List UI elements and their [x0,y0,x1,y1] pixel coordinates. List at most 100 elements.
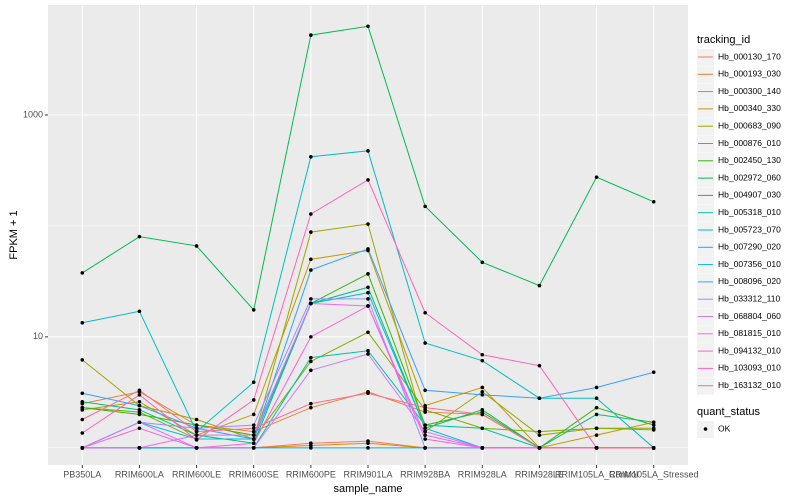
x-tick-label: RRIM600LE [172,469,221,479]
y-tick-label: 1000 [23,109,43,119]
data-point [651,370,656,375]
data-point [423,341,427,345]
data-point [366,441,370,446]
data-point [366,24,370,29]
x-tick-label: RRIM600LA [115,469,164,479]
data-point [594,175,599,179]
legend-label: Hb_103093_010 [718,363,781,373]
data-point [309,230,313,234]
x-tick-label: RRIM600PE [286,469,336,479]
x-tick-label: RRIM901LA [343,469,392,479]
data-point [423,405,427,410]
data-point [194,438,199,442]
data-point [594,446,599,450]
data-point [366,304,370,308]
data-point [423,310,427,315]
legend-label: Hb_000130_170 [718,51,781,61]
data-point [137,408,142,412]
legend-label: OK [718,423,731,433]
data-point [194,429,199,434]
data-point [80,271,85,275]
data-point [137,426,142,431]
data-point [137,393,142,397]
data-point [366,348,370,353]
data-point [251,429,256,434]
data-point [594,433,599,437]
data-point [251,423,256,427]
data-point [309,301,313,306]
legend-label: Hb_163132_010 [718,380,781,390]
data-point [423,433,427,437]
legend-label: Hb_000300_140 [718,86,781,96]
data-point [309,359,313,364]
data-point [480,389,485,394]
data-point [309,405,313,410]
data-point [423,388,427,393]
data-point [137,403,142,408]
legend-label: Hb_000683_090 [718,120,781,130]
data-point [594,385,599,390]
x-tick-label: RRIM928LA [458,469,507,479]
data-point [309,257,313,262]
data-point [423,426,427,431]
data-point [194,423,199,427]
data-point [194,417,199,422]
legend-label: Hb_007290_020 [718,242,781,252]
legend-title: quant_status [697,406,760,418]
data-point [651,199,656,204]
data-point [80,446,85,450]
data-point [251,380,256,385]
data-point [480,358,485,363]
legend-label: Hb_005318_010 [718,207,781,217]
legend-label: Hb_007356_010 [718,259,781,269]
legend-label: Hb_033312_110 [718,293,781,303]
data-point [366,352,370,356]
data-point [366,446,370,450]
data-point [80,358,85,362]
data-point [594,412,599,417]
data-point [366,178,370,182]
data-point [651,420,656,425]
data-point [194,433,199,437]
legend-label: Hb_081815_010 [718,328,781,338]
x-axis-label: sample_name [333,483,402,495]
data-point [537,363,542,368]
legend-label: Hb_008096_020 [718,276,781,286]
data-point [194,446,199,450]
x-tick-label: PB350LA [63,469,101,479]
data-point [137,412,142,417]
data-point [194,244,199,248]
data-point [137,446,142,450]
data-point [251,426,256,431]
data-point [137,388,142,393]
data-point [309,355,313,360]
data-point [309,268,313,272]
data-point [80,417,85,422]
legend-label: Hb_004907_030 [718,190,781,200]
data-point [366,297,370,301]
data-point [194,426,199,431]
x-tick-label: RRIM928BA [400,469,450,479]
data-point [80,431,85,435]
data-point [537,429,542,434]
data-point [309,33,313,37]
data-point [251,437,256,441]
data-point [594,405,599,410]
data-point [651,426,656,431]
data-point [423,446,427,450]
data-point [137,234,142,239]
legend-label: Hb_000193_030 [718,69,781,79]
data-point [366,247,370,251]
data-point [480,260,485,265]
data-point [480,412,485,417]
data-point [309,297,313,301]
data-point [80,391,85,396]
legend-label: Hb_000876_010 [718,138,781,148]
data-point [80,405,85,410]
legend-title: tracking_id [697,34,750,46]
data-point [309,401,313,406]
data-point [366,272,370,276]
data-point [651,446,656,450]
data-point [366,391,370,396]
